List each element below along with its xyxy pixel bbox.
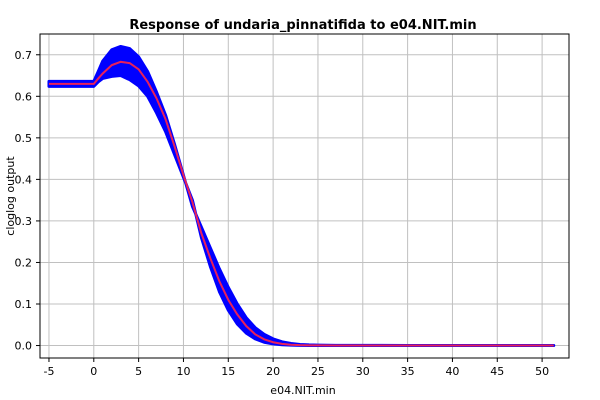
- x-axis-label: e04.NIT.min: [270, 384, 335, 397]
- plot-area: [40, 34, 569, 358]
- x-tick-label: 40: [445, 365, 459, 378]
- y-axis: 0.0 0.1 0.2 0.3 0.4 0.5 0.6 0.7: [15, 49, 40, 353]
- x-tick-label: 0: [90, 365, 97, 378]
- y-tick-label: 0.7: [15, 49, 33, 62]
- y-axis-label: cloglog output: [4, 156, 17, 236]
- y-tick-label: 0.3: [15, 215, 33, 228]
- x-tick-label: 5: [135, 365, 142, 378]
- y-tick-label: 0.4: [15, 173, 33, 186]
- x-tick-label: 15: [221, 365, 235, 378]
- x-tick-label: 10: [176, 365, 190, 378]
- y-tick-label: 0.0: [15, 340, 33, 353]
- x-tick-label: 45: [490, 365, 504, 378]
- x-tick-label: 30: [356, 365, 370, 378]
- y-tick-label: 0.5: [15, 132, 33, 145]
- mean-line-layer: [48, 60, 554, 347]
- x-tick-label: 20: [266, 365, 280, 378]
- plot-frame: [39, 33, 570, 359]
- y-tick-label: 0.1: [15, 298, 33, 311]
- mean-response-line: [48, 60, 554, 347]
- x-axis: -5 0 5 10 15 20 25 30 35 40 45 50: [43, 358, 549, 378]
- chart-title: Response of undaria_pinnatifida to e04.N…: [129, 18, 476, 33]
- x-tick-label: 50: [535, 365, 549, 378]
- y-tick-label: 0.2: [15, 256, 33, 269]
- x-tick-label: -5: [43, 365, 54, 378]
- y-tick-label: 0.6: [15, 90, 33, 103]
- x-tick-label: 25: [311, 365, 325, 378]
- x-tick-label: 35: [401, 365, 415, 378]
